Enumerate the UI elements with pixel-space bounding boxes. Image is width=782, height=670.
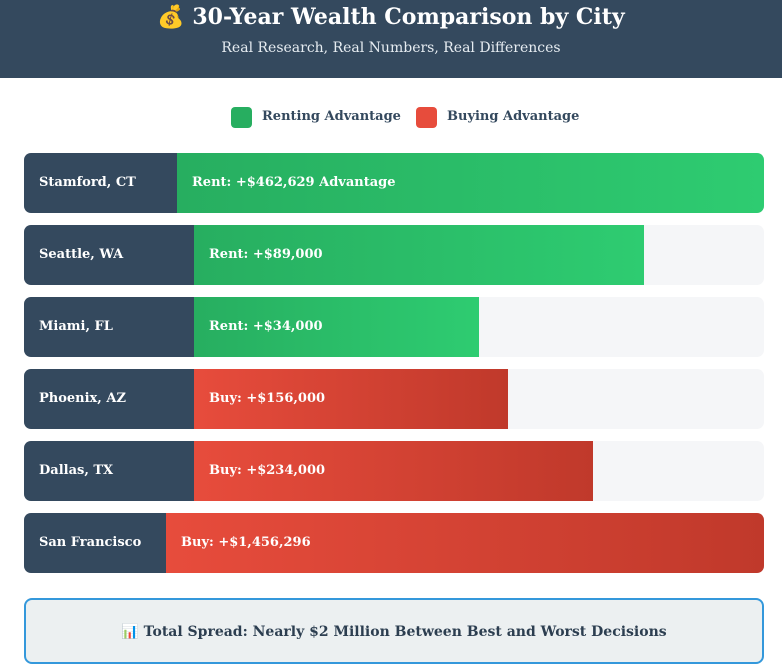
legend-swatch-buying [416,107,437,128]
legend-swatch-renting [231,107,252,128]
rent-advantage-bar: Rent: +$34,000 [194,297,479,357]
city-label-panel: Phoenix, AZ [24,369,194,429]
bar-value-label: Rent: +$89,000 [209,247,323,262]
summary-text: 📊 Total Spread: Nearly $2 Million Betwee… [121,624,667,640]
bar-value-label: Buy: +$156,000 [209,391,326,406]
city-label-panel: Dallas, TX [24,441,194,501]
city-label: San Francisco [39,535,142,550]
rent-advantage-bar: Rent: +$462,629 Advantage [177,153,764,213]
city-row-dallas-tx: Buy: +$234,000 Dallas, TX [24,441,764,501]
bar-value-label: Rent: +$462,629 Advantage [192,175,396,190]
bar-value-label: Rent: +$34,000 [209,319,323,334]
city-label: Stamford, CT [39,175,136,190]
legend-label-buying: Buying Advantage [447,109,580,124]
city-row-stamford-ct: Rent: +$462,629 Advantage Stamford, CT [24,153,764,213]
city-label-panel: San Francisco [24,513,166,573]
legend-label-renting: Renting Advantage [262,109,401,124]
buy-advantage-bar: Buy: +$234,000 [194,441,593,501]
summary-box: 📊 Total Spread: Nearly $2 Million Betwee… [24,598,764,664]
buy-advantage-bar: Buy: +$156,000 [194,369,508,429]
city-row-phoenix-az: Buy: +$156,000 Phoenix, AZ [24,369,764,429]
page-title: 💰 30-Year Wealth Comparison by City [157,4,625,30]
buy-advantage-bar: Buy: +$1,456,296 [166,513,764,573]
city-row-seattle-wa: Rent: +$89,000 Seattle, WA [24,225,764,285]
bar-value-label: Buy: +$1,456,296 [181,535,311,550]
page-subtitle: Real Research, Real Numbers, Real Differ… [221,40,561,56]
city-label: Miami, FL [39,319,113,334]
rent-advantage-bar: Rent: +$89,000 [194,225,644,285]
city-label: Seattle, WA [39,247,124,262]
header-banner: 💰 30-Year Wealth Comparison by City Real… [0,0,782,78]
city-label-panel: Miami, FL [24,297,194,357]
city-label-panel: Stamford, CT [24,153,177,213]
city-row-miami-fl: Rent: +$34,000 Miami, FL [24,297,764,357]
city-label: Dallas, TX [39,463,114,478]
city-row-san-francisco: Buy: +$1,456,296 San Francisco [24,513,764,573]
city-label: Phoenix, AZ [39,391,126,406]
bar-value-label: Buy: +$234,000 [209,463,326,478]
city-label-panel: Seattle, WA [24,225,194,285]
